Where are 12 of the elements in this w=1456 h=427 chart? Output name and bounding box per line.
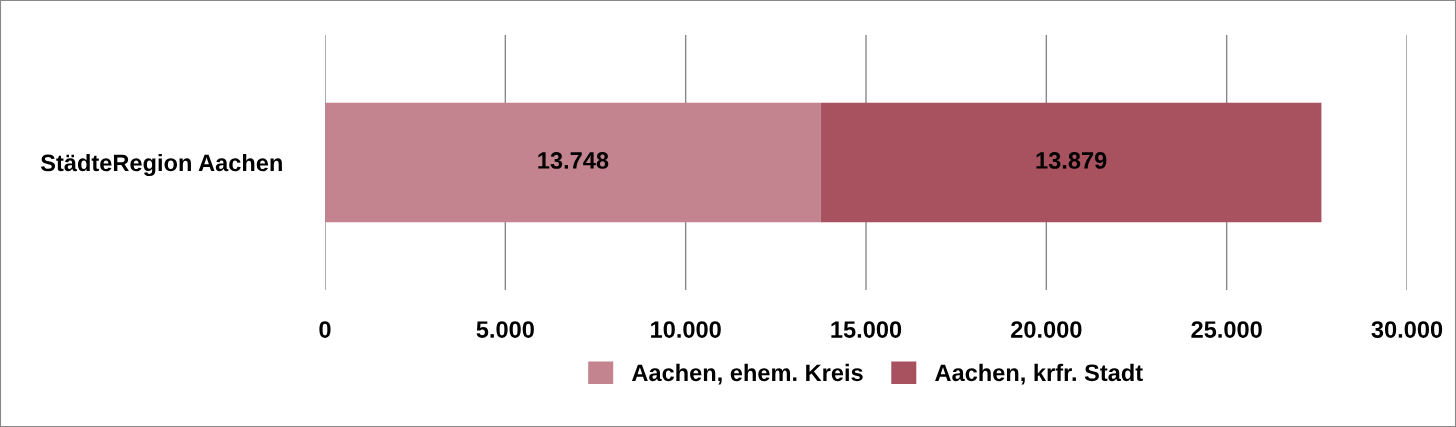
x-tick-label: 10.000 [651, 321, 721, 338]
x-tick-label: 25.000 [1191, 321, 1262, 338]
x-tick-label: 20.000 [1011, 321, 1082, 338]
x-tick-label: 5.000 [476, 321, 534, 338]
x-tick-label: 15.000 [831, 321, 902, 338]
legend-label: Aachen, ehem. Kreis [631, 363, 863, 385]
legend-label: Aachen, krfr. Stadt [935, 363, 1143, 385]
data-label: 13.748 [538, 152, 609, 169]
y-tick-label: StädteRegion Aachen [40, 153, 282, 177]
x-tick-label: 0 [319, 321, 331, 338]
data-label: 13.879 [1036, 152, 1107, 169]
x-tick-label: 30.000 [1371, 321, 1443, 338]
